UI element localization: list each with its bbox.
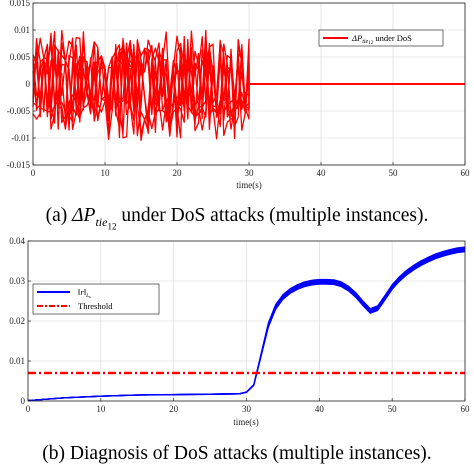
chart-b-legend-label-residual: ‖r‖Ls bbox=[78, 287, 91, 299]
chart-b-ytick-label: 0.02 bbox=[9, 316, 25, 326]
caption-a-sub: tie12 bbox=[95, 214, 117, 232]
chart-b-ytick-label: 0.01 bbox=[9, 356, 25, 366]
chart-b-legend-box bbox=[32, 283, 160, 315]
chart-b-xlabel: time(s) bbox=[233, 417, 259, 427]
chart-a-legend: ΔPtie12 under DoS bbox=[318, 29, 444, 47]
chart-b-ytick-label: 0.03 bbox=[9, 276, 25, 286]
chart-a-ytick-label: 0.015 bbox=[10, 0, 31, 8]
chart-a-ytick-label: -0.005 bbox=[7, 106, 31, 116]
chart-b-xtick-label: 30 bbox=[242, 404, 252, 414]
chart-b-xtick-label: 60 bbox=[461, 404, 471, 414]
chart-a-xtick-label: 20 bbox=[173, 168, 183, 178]
chart-a-series-line bbox=[32, 37, 465, 131]
chart-b-ytick-label: 0 bbox=[21, 396, 26, 406]
caption-a-prefix: (a) bbox=[45, 205, 73, 226]
chart-a-xtick-label: 40 bbox=[317, 168, 327, 178]
chart-a-xtick-label: 0 bbox=[31, 168, 36, 178]
chart-b-xtick-label: 40 bbox=[315, 404, 325, 414]
chart-a-xtick-label: 50 bbox=[389, 168, 399, 178]
chart-a-ytick-label: 0.005 bbox=[10, 52, 31, 62]
chart-a-series-line bbox=[32, 39, 465, 135]
chart-a-legend-label: ΔPtie12 under DoS bbox=[351, 33, 412, 46]
chart-a-xtick-label: 30 bbox=[245, 168, 255, 178]
chart-b-series bbox=[27, 246, 466, 402]
chart-a-xlabel: time(s) bbox=[236, 180, 262, 190]
chart-a-ytick-label: -0.015 bbox=[7, 160, 31, 170]
chart-b-xtick-label: 20 bbox=[169, 404, 179, 414]
chart-a-ytick-label: -0.01 bbox=[11, 133, 30, 143]
chart-b-legend-label-threshold: Threshold bbox=[78, 301, 113, 311]
chart-a-legend-box bbox=[318, 29, 444, 47]
caption-a-delta: ΔP bbox=[72, 205, 96, 226]
chart-a-series-line bbox=[32, 31, 465, 140]
chart-a-xtick-label: 10 bbox=[101, 168, 111, 178]
chart-a-ytick-label: 0 bbox=[26, 79, 31, 89]
chart-b-xtick-label: 10 bbox=[96, 404, 106, 414]
chart-a-series-line bbox=[32, 35, 465, 139]
chart-a-series bbox=[32, 29, 465, 142]
caption-b: (b) Diagnosis of DoS attacks (multiple i… bbox=[42, 443, 432, 464]
chart-b-xtick-label: 0 bbox=[26, 404, 31, 414]
chart-b-legend: ‖r‖Ls Threshold bbox=[32, 283, 160, 315]
chart-a-xtick-label: 60 bbox=[461, 168, 471, 178]
chart-b: 0 10 20 30 40 50 60 0 0.01 0.02 0.03 0.04 time(s) ‖… bbox=[9, 236, 470, 427]
chart-a-ticks: 0 10 20 30 40 50 60 -0.015 -0.01 -0.005 0 0.005 0.01… bbox=[7, 0, 470, 178]
chart-b-xtick-label: 50 bbox=[388, 404, 398, 414]
chart-a: 0 10 20 30 40 50 60 -0.015 -0.01 -0.005 0 0.005 0.01… bbox=[7, 0, 470, 190]
caption-a: (a) ΔPtie12 under DoS attacks (multiple … bbox=[0, 205, 474, 231]
chart-b-residual-line bbox=[27, 246, 466, 402]
chart-b-ytick-label: 0.04 bbox=[9, 236, 25, 246]
caption-a-suffix: under DoS attacks (multiple instances). bbox=[116, 205, 429, 226]
chart-b-ticks: 0 10 20 30 40 50 60 0 0.01 0.02 0.03 0.04 bbox=[9, 236, 470, 414]
chart-a-ytick-label: 0.01 bbox=[14, 25, 30, 35]
